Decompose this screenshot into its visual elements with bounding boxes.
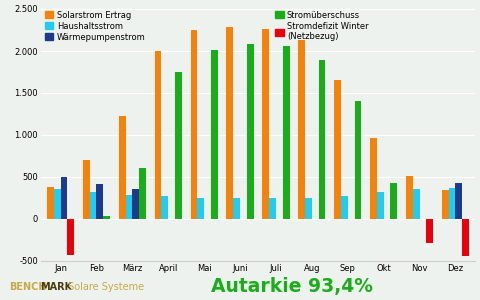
Bar (355, 101, 361, 219)
Bar (119, 116, 126, 219)
Bar (161, 196, 168, 219)
Bar (96, 184, 103, 219)
Bar (67, 219, 74, 255)
Legend: Stromüberschuss, Stromdefizit Winter
(Netzbezug): Stromüberschuss, Stromdefizit Winter (Ne… (275, 11, 369, 41)
Text: Solare Systeme: Solare Systeme (65, 283, 144, 292)
Bar (262, 29, 269, 219)
Bar (247, 44, 254, 219)
Bar (390, 183, 397, 219)
Text: Autarkie 93,4%: Autarkie 93,4% (211, 278, 373, 296)
Text: BENCH: BENCH (10, 283, 47, 292)
Bar (47, 187, 54, 219)
Bar (305, 198, 312, 219)
Bar (54, 189, 60, 219)
Bar (103, 217, 110, 219)
Bar (449, 188, 456, 219)
Bar (370, 138, 377, 219)
Bar (426, 219, 433, 243)
Bar (377, 192, 384, 219)
Bar (197, 198, 204, 219)
Text: MARK: MARK (40, 283, 72, 292)
Bar (462, 219, 469, 256)
Bar (83, 160, 90, 219)
Bar (341, 196, 348, 219)
Bar (139, 168, 146, 219)
Bar (155, 51, 161, 219)
Bar (126, 196, 132, 219)
Bar (132, 189, 139, 219)
Bar (191, 30, 197, 219)
Bar (442, 190, 449, 219)
Bar (283, 46, 289, 219)
Bar (269, 198, 276, 219)
Bar (413, 189, 420, 219)
Bar (211, 50, 218, 219)
Bar (406, 176, 413, 219)
Bar (298, 40, 305, 219)
Bar (334, 80, 341, 219)
Bar (60, 177, 67, 219)
Bar (227, 28, 233, 219)
Bar (90, 192, 96, 219)
Bar (233, 198, 240, 219)
Bar (175, 72, 182, 219)
Bar (319, 60, 325, 219)
Bar (456, 183, 462, 219)
